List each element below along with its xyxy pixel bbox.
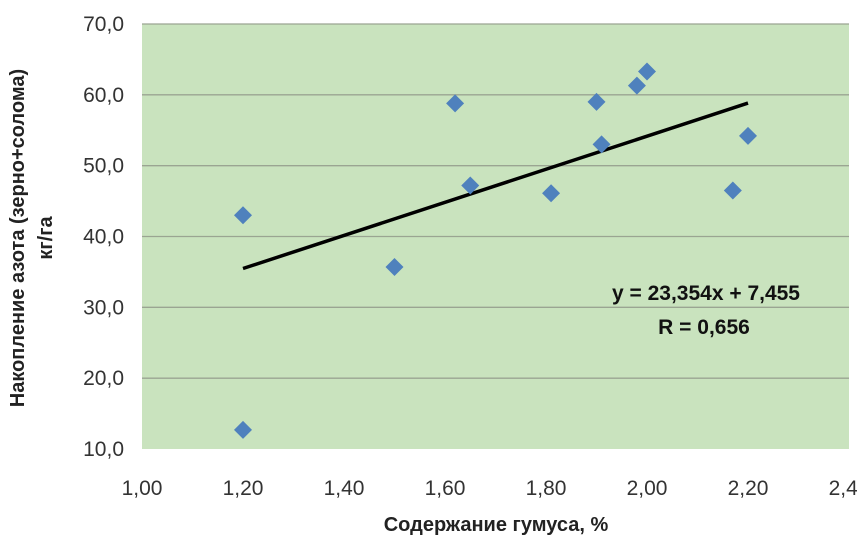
x-tick-label: 2,20 bbox=[728, 477, 769, 500]
data-point bbox=[638, 62, 656, 81]
trendline bbox=[242, 101, 749, 271]
correlation-label: R = 0,656 bbox=[658, 316, 750, 339]
gridlines bbox=[142, 23, 849, 379]
y-tick-label: 70,0 bbox=[83, 13, 124, 36]
data-point bbox=[234, 420, 252, 439]
data-point bbox=[592, 135, 611, 154]
x-tick-label: 2,00 bbox=[627, 477, 668, 500]
x-axis-title: Содержание гумуса, % bbox=[384, 514, 609, 536]
y-axis-title-line1: Накопление азота (зерно+солома) bbox=[7, 69, 29, 407]
y-tick-label: 60,0 bbox=[83, 84, 124, 107]
y-axis-title-line2: кг/га bbox=[35, 215, 57, 259]
data-point bbox=[587, 92, 606, 111]
y-tick-label: 40,0 bbox=[83, 226, 124, 249]
data-point bbox=[461, 176, 480, 195]
x-tick-label: 1,80 bbox=[526, 477, 567, 500]
data-point bbox=[234, 206, 252, 225]
y-tick-label: 50,0 bbox=[83, 155, 124, 178]
x-tick-label: 1,20 bbox=[223, 477, 264, 500]
data-points bbox=[234, 62, 757, 439]
data-point bbox=[385, 257, 404, 276]
y-axis-ticks: 10,0 20,0 30,0 40,0 50,0 60,0 70,0 bbox=[83, 13, 124, 461]
data-point bbox=[739, 126, 757, 145]
trend-equation: y = 23,354x + 7,455 bbox=[612, 282, 800, 305]
x-axis-ticks: 1,00 1,20 1,40 1,60 1,80 2,00 2,20 2,40 bbox=[122, 477, 857, 500]
x-tick-label: 1,40 bbox=[324, 477, 365, 500]
y-tick-label: 20,0 bbox=[83, 367, 124, 390]
data-point bbox=[723, 181, 742, 200]
y-tick-label: 10,0 bbox=[83, 438, 124, 461]
x-tick-label: 1,60 bbox=[425, 477, 466, 500]
x-tick-label: 1,00 bbox=[122, 477, 163, 500]
data-point bbox=[627, 76, 646, 95]
y-tick-label: 30,0 bbox=[83, 296, 124, 319]
x-tick-label: 2,40 bbox=[829, 477, 857, 500]
data-point bbox=[542, 184, 561, 203]
data-point bbox=[446, 94, 465, 113]
